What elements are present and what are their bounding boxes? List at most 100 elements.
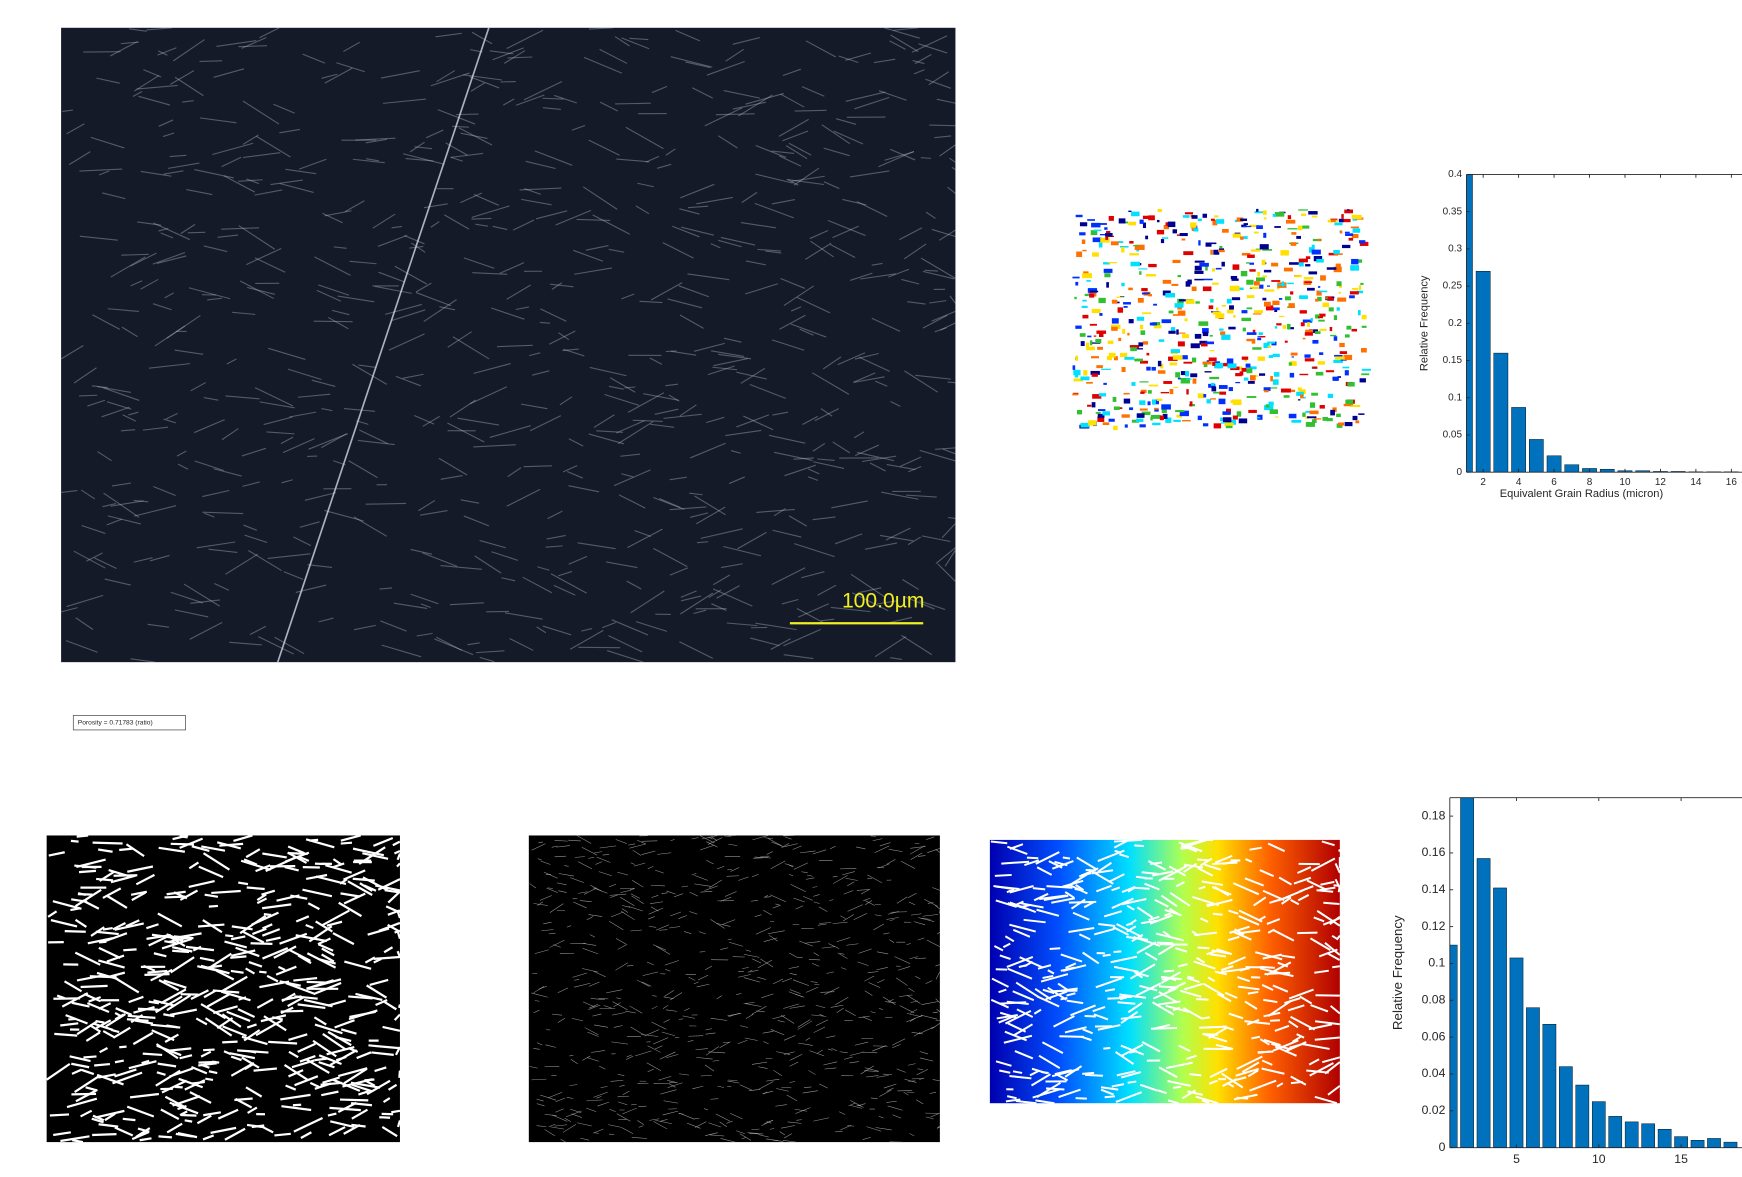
texture: [948, 382, 956, 383]
page: 100.0µm Porosity = 0.71783 (ratio) 00.05…: [0, 0, 1742, 1177]
texture: [1320, 405, 1325, 409]
texture: [264, 914, 271, 915]
texture: [1345, 233, 1353, 236]
texture: [50, 1114, 69, 1115]
bar: [1559, 1067, 1572, 1148]
x-tick-label: 16: [1726, 477, 1738, 488]
texture: [1307, 322, 1310, 327]
texture: [1347, 382, 1354, 386]
texture: [1235, 373, 1242, 376]
texture: [65, 931, 86, 932]
texture: [1246, 339, 1255, 341]
texture: [1097, 347, 1103, 350]
texture: [1129, 319, 1134, 323]
texture: [1221, 335, 1230, 340]
texture: [1291, 232, 1296, 235]
texture: [1292, 356, 1294, 357]
texture: [1267, 285, 1270, 286]
texture: [1090, 291, 1098, 293]
texture: [1209, 357, 1217, 361]
texture: [1285, 341, 1288, 343]
texture: [79, 871, 96, 872]
texture: [1118, 1002, 1136, 1003]
texture: [251, 943, 273, 944]
texture: [365, 1080, 375, 1081]
texture: [1315, 299, 1318, 302]
texture: [1192, 358, 1196, 363]
texture: [1192, 287, 1197, 291]
texture: [1331, 220, 1336, 222]
texture: [1050, 948, 1061, 949]
texture: [1175, 372, 1180, 377]
texture: [1211, 383, 1215, 386]
texture: [1140, 392, 1144, 394]
texture: [1074, 297, 1076, 299]
texture: [1085, 1016, 1096, 1017]
texture: [1163, 381, 1172, 384]
texture: [1206, 399, 1210, 403]
texture: [1205, 371, 1212, 372]
texture: [471, 218, 491, 219]
texture: [1273, 354, 1280, 357]
texture: [1290, 373, 1294, 378]
texture: [1076, 252, 1082, 257]
texture: [1275, 326, 1277, 328]
texture: [1137, 413, 1145, 418]
texture: [1173, 314, 1178, 316]
texture: [1203, 423, 1208, 426]
texture: [1209, 377, 1219, 379]
texture: [1264, 302, 1271, 307]
texture: [1353, 416, 1358, 420]
texture: [1103, 955, 1111, 956]
texture: [1138, 268, 1147, 269]
texture: [1173, 355, 1183, 360]
texture: [1081, 341, 1085, 346]
texture: [1298, 399, 1300, 400]
texture: [1063, 857, 1070, 858]
texture: [1350, 405, 1360, 407]
texture: [1129, 407, 1133, 410]
texture: [1143, 216, 1151, 219]
texture: [1269, 355, 1273, 358]
texture: [1339, 849, 1340, 851]
texture: [1076, 1098, 1087, 1099]
texture: [1236, 1098, 1248, 1099]
texture: [1247, 396, 1257, 398]
texture: [1318, 316, 1323, 318]
texture: [1349, 295, 1355, 298]
grain-map: [1072, 209, 1372, 433]
texture: [666, 351, 677, 352]
texture: [1211, 243, 1216, 245]
texture: [1306, 422, 1315, 427]
texture: [1322, 303, 1329, 308]
texture: [1250, 375, 1256, 380]
texture: [1131, 382, 1135, 386]
texture: [1311, 393, 1318, 396]
texture: [1284, 395, 1290, 398]
texture: [96, 1021, 105, 1022]
texture: [1092, 402, 1096, 407]
texture: [1114, 951, 1122, 952]
texture: [1345, 334, 1350, 337]
texture: [1075, 326, 1081, 329]
texture: [1254, 281, 1260, 285]
texture: [1228, 327, 1235, 330]
texture: [1143, 341, 1148, 344]
texture: [1203, 362, 1212, 365]
texture: [1242, 357, 1248, 360]
texture: [1179, 333, 1186, 334]
texture: [1339, 286, 1342, 288]
bar: [1576, 1085, 1589, 1148]
texture: [1336, 264, 1341, 268]
y-tick-label: 0.3: [1448, 244, 1462, 255]
texture: [1186, 299, 1195, 304]
texture: [1360, 378, 1366, 382]
texture: [1222, 229, 1229, 233]
texture: [1248, 410, 1257, 413]
texture: [1219, 329, 1223, 331]
texture: [1339, 292, 1341, 294]
texture: [1312, 340, 1318, 344]
texture: [1263, 233, 1266, 238]
texture: [1227, 358, 1233, 364]
bar: [1461, 798, 1474, 1148]
